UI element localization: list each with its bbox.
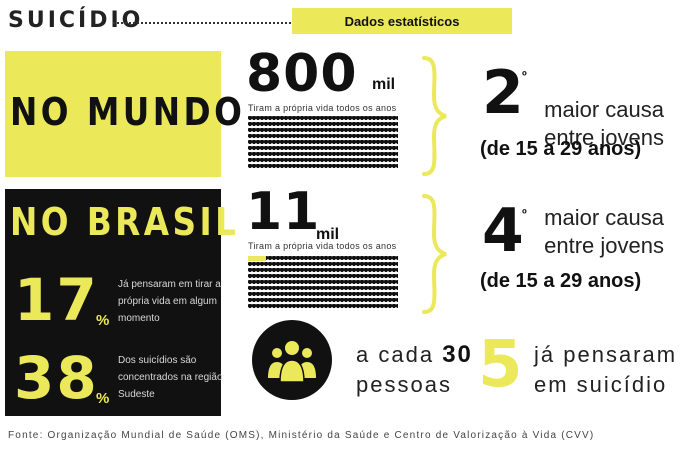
mundo-caption: Tiram a própria vida todos os anos bbox=[248, 103, 397, 113]
brasil-stat2-sign: % bbox=[96, 390, 110, 407]
curly-brace-icon bbox=[422, 194, 447, 314]
brasil-stat2-text: Dos suicídios são concentrados na região… bbox=[118, 355, 223, 400]
brasil-rank: 4 bbox=[482, 196, 524, 266]
brasil-cause-line2: entre jovens bbox=[544, 233, 664, 258]
mundo-label: NO MUNDO bbox=[10, 90, 246, 134]
brasil-people-grid bbox=[248, 256, 398, 308]
brasil-stat1-sign: % bbox=[96, 312, 110, 329]
pessoas-line4: em suicídio bbox=[534, 372, 668, 397]
pessoas-prefix: a cada bbox=[356, 342, 435, 367]
brasil-stat1-text: Já pensaram em tirar a própria vida em a… bbox=[118, 279, 221, 324]
curly-brace-icon bbox=[422, 56, 447, 176]
mundo-rank: 2 bbox=[482, 58, 524, 128]
pessoas-text: a cada 30 pessoas bbox=[356, 340, 473, 400]
pessoas-line2: pessoas bbox=[356, 372, 452, 397]
brasil-number: 11 bbox=[246, 182, 321, 242]
brasil-stat2-value: 38 bbox=[14, 344, 99, 412]
pessoas-line3: já pensaram bbox=[534, 342, 678, 367]
mundo-box bbox=[5, 51, 221, 177]
brasil-rank-ordinal: º bbox=[522, 206, 527, 221]
source-footnote: Fonte: Organização Mundial de Saúde (OMS… bbox=[8, 430, 595, 441]
mundo-cause-line2: entre jovens bbox=[544, 125, 664, 150]
mundo-cause-line1: maior causa bbox=[544, 97, 664, 122]
brasil-cause-line1: maior causa bbox=[544, 205, 664, 230]
brasil-box bbox=[5, 189, 221, 416]
mundo-rank-ordinal: º bbox=[522, 68, 527, 83]
brasil-unit: mil bbox=[316, 226, 340, 243]
brasil-caption: Tiram a própria vida todos os anos bbox=[248, 241, 397, 251]
mundo-unit: mil bbox=[372, 76, 396, 93]
brasil-stat1-value: 17 bbox=[14, 266, 99, 334]
brasil-cause: maior causa entre jovens bbox=[524, 204, 664, 260]
mundo-age-range: (de 15 a 29 anos) bbox=[480, 138, 642, 160]
brasil-age-range: (de 15 a 29 anos) bbox=[480, 270, 642, 292]
mundo-cause: maior causa entre jovens bbox=[524, 96, 664, 152]
brasil-people-highlight bbox=[248, 256, 266, 261]
page-title: SUICÍDIO bbox=[8, 8, 144, 33]
pessoas-number: 30 bbox=[442, 341, 473, 368]
pessoas-count: 5 bbox=[478, 328, 523, 402]
pessoas-already: já pensaram em suicídio bbox=[534, 340, 677, 400]
people-circle bbox=[252, 320, 332, 400]
pessoas-line1: a cada 30 bbox=[356, 340, 473, 370]
people-group-icon bbox=[268, 341, 316, 383]
mundo-people-grid bbox=[248, 116, 398, 168]
brasil-label: NO BRASIL bbox=[10, 200, 240, 244]
stats-banner: Dados estatísticos bbox=[292, 8, 512, 34]
mundo-number: 800 bbox=[246, 44, 358, 104]
dotted-divider bbox=[113, 22, 291, 24]
